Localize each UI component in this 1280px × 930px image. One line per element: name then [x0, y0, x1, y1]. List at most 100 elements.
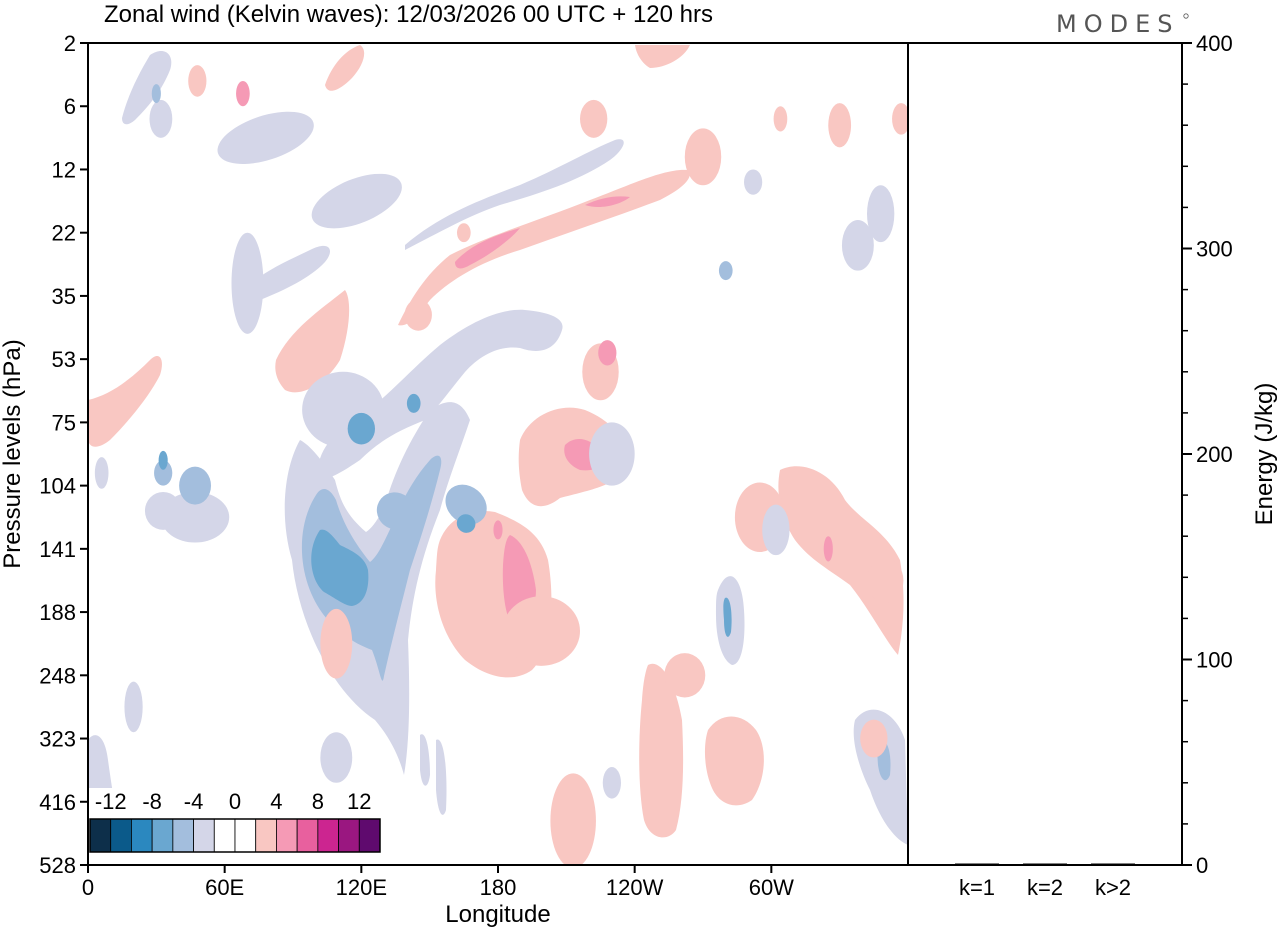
positive-anomaly-cell [502, 596, 580, 666]
negative-anomaly-cell [762, 504, 790, 556]
colorbar-frame [89, 818, 381, 853]
y-tick-label: 248 [39, 663, 76, 688]
colorbar-label: -8 [142, 789, 162, 814]
x-tick-label: 120E [336, 875, 387, 900]
energy-tick-label: 100 [1196, 648, 1233, 673]
colorbar-swatch [213, 818, 236, 853]
positive-anomaly-cell [236, 80, 250, 107]
negative-anomaly-cell [151, 84, 161, 104]
positive-anomaly-cell [773, 106, 788, 132]
x-tick-label: 180 [480, 875, 517, 900]
x-tick-label: 60W [749, 875, 794, 900]
negative-anomaly-cell [445, 484, 487, 525]
negative-anomaly-top-left [122, 50, 172, 125]
y-tick-label: 188 [39, 600, 76, 625]
y-tick-label: 528 [39, 853, 76, 878]
negative-anomaly-cell [149, 99, 173, 138]
energy-tick-label: 400 [1196, 31, 1233, 56]
negative-anomaly-cell [456, 514, 476, 533]
positive-anomaly-jet-core [455, 228, 520, 269]
positive-anomaly-cell [823, 536, 833, 562]
x-tick-label: 60E [205, 875, 244, 900]
negative-anomaly-upper-band [317, 309, 563, 480]
positive-anomaly-low-blob [704, 716, 764, 806]
hovmoller-plot [88, 45, 908, 865]
negative-anomaly-jet [405, 139, 624, 250]
y-tick-label: 6 [64, 94, 76, 119]
positive-anomaly-cell [664, 653, 706, 698]
y-tick-label: 35 [52, 284, 76, 309]
registered-mark-icon [1183, 13, 1189, 19]
energy-category-label: k>2 [1095, 875, 1131, 900]
pressure-axis: 2 6 12 22 35 53 75 104 141 188 248 323 416 528 [39, 31, 88, 878]
positive-anomaly-cell [550, 773, 596, 865]
negative-anomaly-cell [124, 681, 143, 733]
negative-anomaly-cell [311, 173, 402, 229]
colorbar: -12 -8 -4 0 4 8 12 [89, 788, 381, 864]
negative-anomaly-cell [94, 457, 109, 489]
negative-anomaly-cell [347, 412, 376, 445]
y-tick-label: 2 [64, 31, 76, 56]
y-tick-label: 141 [39, 537, 76, 562]
colorbar-swatch [296, 818, 319, 853]
modes-logo: MODES [1056, 10, 1179, 38]
negative-anomaly-low-columns [420, 734, 447, 815]
colorbar-label: -12 [95, 789, 127, 814]
y-tick-label: 12 [52, 157, 76, 182]
negative-anomaly-cell [320, 732, 353, 783]
positive-anomaly-left-plume [275, 290, 350, 393]
negative-anomaly-cell [376, 492, 415, 530]
negative-anomaly-cell [867, 185, 895, 243]
colorbar-label: 0 [229, 789, 241, 814]
negative-anomaly-cell [744, 169, 763, 195]
colorbar-swatch [276, 818, 298, 853]
positive-anomaly-cell [580, 99, 608, 138]
y-tick-label: 53 [52, 347, 76, 372]
energy-axis: 0 100 200 300 400 [1182, 31, 1233, 878]
positive-anomaly-cell [457, 223, 471, 243]
negative-anomaly-cell [231, 232, 264, 334]
y-tick-label: 104 [39, 474, 76, 499]
positive-anomaly-cell [828, 103, 852, 148]
positive-anomaly-cell [684, 128, 722, 186]
negative-anomaly-cell [179, 466, 211, 505]
colorbar-swatch [317, 818, 339, 853]
colorbar-label: 8 [312, 789, 324, 814]
x-tick-label: 0 [82, 875, 94, 900]
colorbar-swatch [255, 818, 277, 853]
energy-tick-label: 200 [1196, 442, 1233, 467]
negative-anomaly-cell [718, 261, 733, 281]
energy-bar [1091, 863, 1135, 865]
positive-anomaly-cell [404, 299, 432, 331]
positive-anomaly-top-plume [325, 45, 690, 91]
positive-anomaly-jet-core-2 [585, 196, 630, 208]
negative-anomaly-cell [602, 766, 622, 799]
chart-title: Zonal wind (Kelvin waves): 12/03/2026 00… [104, 1, 713, 28]
colorbar-swatch [89, 818, 112, 853]
colorbar-label: 12 [347, 789, 371, 814]
x-tick-label: 120W [606, 875, 664, 900]
positive-anomaly-cell [892, 103, 908, 135]
positive-anomaly-cell [860, 719, 888, 758]
longitude-axis: 0 60E 120E 180 120W 60W [82, 865, 794, 900]
positive-anomaly-right-band [778, 466, 904, 655]
positive-anomaly-cell [320, 608, 353, 679]
colorbar-swatch [131, 818, 153, 853]
y-axis-label: Pressure levels (hPa) [0, 339, 26, 568]
energy-tick-label: 0 [1196, 853, 1208, 878]
energy-category-label: k=2 [1027, 875, 1063, 900]
energy-bar [1023, 863, 1067, 865]
y-tick-label: 75 [52, 410, 76, 435]
colorbar-swatch [358, 818, 381, 853]
colorbar-swatch [110, 818, 132, 853]
energy-axis-label: Energy (J/kg) [1251, 383, 1278, 526]
anomaly-cells [94, 65, 908, 865]
positive-anomaly-low-column [639, 663, 684, 838]
negative-anomaly-mid-right-core [723, 597, 732, 637]
colorbar-label: 4 [270, 789, 282, 814]
negative-anomaly-cell [406, 393, 421, 413]
colorbar-swatch [193, 818, 215, 853]
energy-tick-label: 300 [1196, 237, 1233, 262]
energy-bar [955, 863, 999, 865]
